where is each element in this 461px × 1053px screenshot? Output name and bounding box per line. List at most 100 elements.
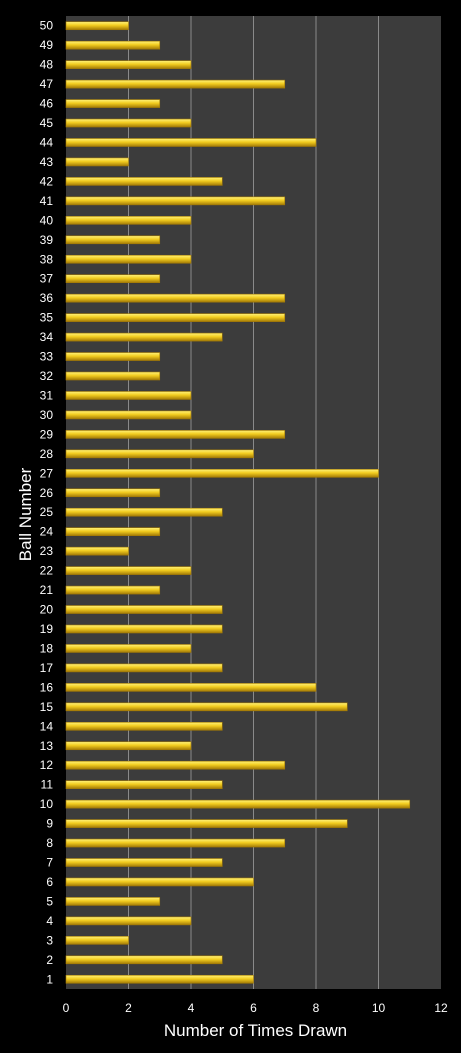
- y-tick-label: 5: [46, 894, 53, 908]
- y-tick-label: 47: [40, 77, 54, 91]
- y-tick-label: 25: [40, 505, 54, 519]
- y-tick-label: 1: [46, 972, 53, 986]
- y-tick-label: 29: [40, 427, 54, 441]
- y-tick-label: 4: [46, 914, 53, 928]
- bar-ball-14: [65, 721, 223, 731]
- x-tick-label: 0: [63, 1001, 70, 1015]
- bar-ball-40: [65, 216, 192, 225]
- x-tick-label: 2: [125, 1001, 132, 1015]
- bar-ball-44: [65, 138, 317, 147]
- y-tick-label: 16: [40, 680, 54, 694]
- y-tick-label: 26: [40, 486, 54, 500]
- bar-ball-31: [65, 391, 192, 400]
- bar-ball-49: [65, 40, 161, 50]
- y-tick-label: 41: [40, 194, 54, 208]
- x-tick-label: 12: [434, 1001, 448, 1015]
- bar-ball-43: [65, 157, 129, 167]
- y-tick-label: 11: [41, 778, 54, 792]
- bar-ball-17: [65, 663, 223, 673]
- x-tick-labels: 0 2 4 6 8 10 12: [63, 1001, 448, 1015]
- bar-ball-45: [65, 118, 192, 128]
- bar-ball-8: [65, 838, 286, 848]
- y-tick-label: 6: [46, 875, 53, 889]
- bar-ball-19: [65, 624, 223, 634]
- y-tick-label: 17: [40, 661, 54, 675]
- y-tick-label: 20: [40, 603, 54, 617]
- y-tick-label: 49: [40, 38, 54, 52]
- y-tick-label: 3: [46, 933, 53, 947]
- y-tick-label: 13: [40, 739, 54, 753]
- bar-ball-39: [65, 235, 161, 245]
- bar-ball-38: [65, 254, 192, 264]
- y-tick-label: 39: [40, 233, 54, 247]
- bar-ball-6: [65, 877, 254, 887]
- y-tick-label: 2: [46, 953, 53, 967]
- y-tick-label: 34: [40, 330, 54, 344]
- bar-ball-48: [65, 60, 192, 69]
- bar-ball-20: [65, 605, 223, 614]
- bar-ball-24: [65, 527, 161, 536]
- bar-ball-47: [65, 79, 286, 89]
- y-tick-label: 45: [40, 116, 54, 130]
- y-tick-label: 35: [40, 311, 54, 325]
- bar-ball-22: [65, 566, 192, 575]
- y-tick-label: 14: [40, 719, 54, 733]
- x-axis-title: Number of Times Drawn: [164, 1021, 347, 1040]
- y-tick-label: 48: [40, 58, 54, 72]
- bar-ball-1: [65, 974, 254, 984]
- x-tick-label: 6: [250, 1001, 257, 1015]
- y-tick-label: 22: [40, 564, 54, 578]
- y-tick-label: 36: [40, 291, 54, 305]
- bar-ball-32: [65, 371, 161, 381]
- y-tick-label: 10: [40, 797, 54, 811]
- bar-ball-29: [65, 430, 286, 439]
- bar-ball-35: [65, 313, 286, 322]
- bar-ball-3: [65, 936, 129, 945]
- bar-ball-15: [65, 702, 348, 712]
- bar-ball-42: [65, 177, 223, 186]
- bar-ball-5: [65, 897, 161, 906]
- y-tick-label: 23: [40, 544, 54, 558]
- bar-ball-27: [65, 469, 379, 478]
- y-tick-label: 37: [40, 272, 54, 286]
- x-tick-label: 4: [188, 1001, 195, 1015]
- y-tick-label: 19: [40, 622, 54, 636]
- y-axis-title: Ball Number: [16, 467, 35, 561]
- y-tick-labels: 1234567891011121314151617181920212223242…: [40, 19, 54, 987]
- y-tick-label: 18: [40, 641, 54, 655]
- bar-ball-36: [65, 293, 286, 303]
- bar-ball-25: [65, 507, 223, 517]
- y-tick-label: 21: [40, 583, 54, 597]
- y-tick-label: 9: [46, 817, 53, 831]
- bar-ball-34: [65, 332, 223, 342]
- y-tick-label: 50: [40, 19, 54, 33]
- bar-ball-28: [65, 449, 254, 459]
- bar-ball-12: [65, 760, 286, 770]
- bar-ball-50: [65, 21, 129, 31]
- bar-ball-26: [65, 488, 161, 498]
- y-tick-label: 28: [40, 447, 54, 461]
- y-tick-label: 42: [40, 174, 54, 188]
- y-tick-label: 43: [40, 155, 54, 169]
- x-tick-label: 10: [372, 1001, 386, 1015]
- y-tick-label: 40: [40, 213, 54, 227]
- bar-ball-18: [65, 644, 192, 653]
- y-tick-label: 32: [40, 369, 54, 383]
- y-tick-label: 12: [40, 758, 54, 772]
- y-tick-label: 31: [40, 388, 54, 402]
- y-tick-label: 7: [46, 856, 53, 870]
- bar-ball-37: [65, 274, 161, 284]
- x-tick-label: 8: [313, 1001, 320, 1015]
- y-tick-label: 15: [40, 700, 54, 714]
- bar-ball-2: [65, 955, 223, 965]
- bar-ball-21: [65, 585, 161, 595]
- bar-ball-41: [65, 196, 286, 206]
- bar-ball-46: [65, 99, 161, 108]
- bar-ball-30: [65, 410, 192, 420]
- bar-ball-33: [65, 352, 161, 361]
- y-tick-label: 24: [40, 525, 54, 539]
- bars: [65, 21, 411, 984]
- bar-ball-11: [65, 780, 223, 789]
- y-tick-label: 8: [46, 836, 53, 850]
